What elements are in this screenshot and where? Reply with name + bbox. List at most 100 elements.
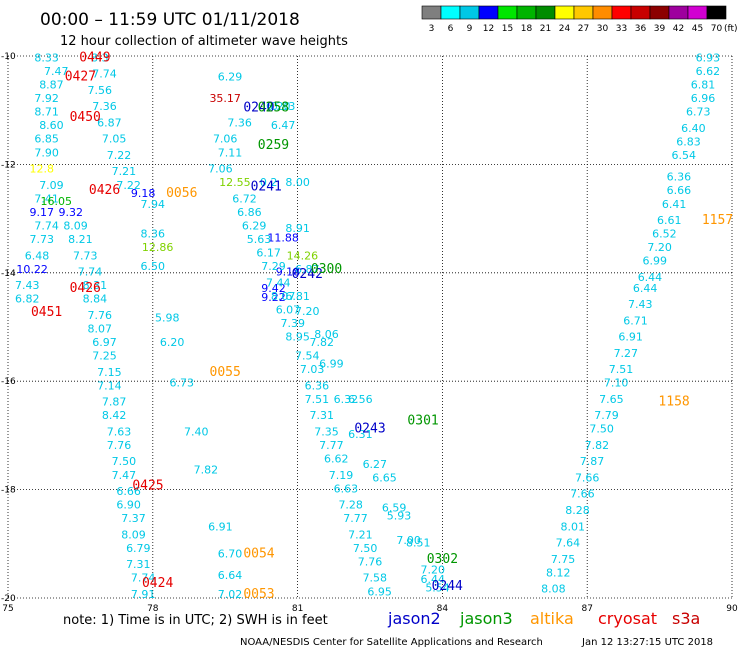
pass-time-label: 0241 <box>251 179 282 194</box>
swh-value: 6.66 <box>116 485 141 498</box>
swh-value: 12.86 <box>142 241 174 254</box>
x-tick-label: 75 <box>2 604 13 614</box>
swh-value: 7.27 <box>614 347 639 360</box>
colorbar-label: 36 <box>635 24 647 34</box>
swh-value: 8.60 <box>39 119 64 132</box>
pass-time-label: 0301 <box>407 414 438 429</box>
colorbar-swatch <box>668 5 689 20</box>
swh-value: 7.94 <box>141 198 166 211</box>
swh-value: 7.66 <box>575 471 600 484</box>
pass-time-label: 0244 <box>432 579 463 594</box>
swh-value: 6.44 <box>633 282 658 295</box>
swh-value: 6.99 <box>643 255 668 268</box>
swh-value: 7.47 <box>112 469 137 482</box>
swh-value: 6.73 <box>170 377 195 390</box>
colorbar-label: 24 <box>559 24 571 34</box>
swh-value: 7.50 <box>112 455 137 468</box>
swh-value: 6.71 <box>623 314 648 327</box>
swh-value: 7.43 <box>15 279 40 292</box>
colorbar-label: 39 <box>654 24 666 34</box>
swh-value: 6.91 <box>208 520 233 533</box>
colorbar-swatch <box>516 5 537 20</box>
swh-value: 7.31 <box>126 558 151 571</box>
y-tick-label: -12 <box>1 160 16 170</box>
swh-value: 7.92 <box>34 92 59 105</box>
x-tick-label: 90 <box>726 604 738 614</box>
swh-value: 7.28 <box>338 499 363 512</box>
swh-value: 8.91 <box>285 222 310 235</box>
swh-value: 7.56 <box>87 84 112 97</box>
y-tick-label: -10 <box>1 52 16 62</box>
swh-value: 6.20 <box>160 336 185 349</box>
swh-value: 6.87 <box>97 116 122 129</box>
swh-value: 7.43 <box>628 298 653 311</box>
x-tick-label: 84 <box>437 604 449 614</box>
y-tick-label: -20 <box>1 594 16 604</box>
swh-value: 6.72 <box>232 192 257 205</box>
swh-value: 7.11 <box>218 146 243 159</box>
swh-value: 9.32 <box>58 206 83 219</box>
swh-value: 12.55 <box>219 176 251 189</box>
colorbar-label: 6 <box>448 24 454 34</box>
swh-value: 6.44 <box>638 271 663 284</box>
pass-time-label: 0302 <box>427 552 458 567</box>
swh-value: 6.07 <box>276 303 301 316</box>
legend-cryosat: cryosat <box>598 609 657 628</box>
swh-value: 9.22 <box>261 291 286 304</box>
swh-value: 8.07 <box>87 322 112 335</box>
swh-value: 5.98 <box>155 312 180 325</box>
swh-value: 8.00 <box>285 176 310 189</box>
swh-value: 6.29 <box>242 219 267 232</box>
colorbar-label: 9 <box>467 24 473 34</box>
colorbar-label: 15 <box>502 24 513 34</box>
swh-value: 7.75 <box>551 553 576 566</box>
legend-jason2: jason2 <box>387 609 441 628</box>
swh-value: 6.66 <box>667 184 692 197</box>
pass-time-label: 0300 <box>311 262 342 277</box>
swh-value: 7.77 <box>343 512 368 525</box>
credit-text: NOAA/NESDIS Center for Satellite Applica… <box>240 637 543 648</box>
swh-value: 5.54 <box>425 581 450 594</box>
swh-value: 6.61 <box>657 214 682 227</box>
swh-value: 7.10 <box>604 377 629 390</box>
swh-value: 6.63 <box>334 482 359 495</box>
y-tick-label: -16 <box>1 377 16 387</box>
swh-value: 7.02 <box>218 588 243 601</box>
swh-value: 6.52 <box>652 228 677 241</box>
swh-value: 6.87 <box>295 263 320 276</box>
swh-value: 7.36 <box>227 116 252 129</box>
colorbar-label: 42 <box>673 24 684 34</box>
swh-value: 7.09 <box>39 179 64 192</box>
swh-value: 7.82 <box>309 336 334 349</box>
swh-value: 7.63 <box>107 425 132 438</box>
swh-value: 8.95 <box>285 331 310 344</box>
swh-value: 7.50 <box>589 423 614 436</box>
pass-time-label: 0427 <box>65 69 96 84</box>
colorbar-swatch <box>573 5 594 20</box>
swh-value: 7.22 <box>116 179 141 192</box>
pass-time-label: 1158 <box>658 395 689 410</box>
legend-jason3: jason3 <box>459 609 513 628</box>
swh-value: 6.83 <box>676 135 701 148</box>
swh-value: 6.50 <box>141 260 166 273</box>
swh-value: 7.44 <box>266 276 291 289</box>
pass-time-label: 0426 <box>89 183 120 198</box>
colorbar-label: 12 <box>483 24 494 34</box>
swh-value: 7.51 <box>609 363 634 376</box>
swh-value: 7.47 <box>44 65 69 78</box>
swh-value: 6.36 <box>667 171 692 184</box>
swh-value: 6.91 <box>618 331 643 344</box>
swh-value: 6.70 <box>218 547 243 560</box>
swh-value: 10.22 <box>16 263 48 276</box>
swh-value: 7.20 <box>647 241 672 254</box>
swh-value: 7.22 <box>107 149 132 162</box>
swh-value: 7.66 <box>570 488 595 501</box>
colorbar-swatch <box>649 5 670 20</box>
pass-time-label: 0450 <box>70 110 101 125</box>
generated-timestamp: Jan 12 13:27:15 UTC 2018 <box>581 637 713 648</box>
swh-value: 6.81 <box>691 79 716 92</box>
colorbar-swatch <box>630 5 651 20</box>
swh-value: 6.54 <box>671 149 696 162</box>
colorbar-swatch <box>554 5 575 20</box>
swh-value: 6.85 <box>34 133 59 146</box>
